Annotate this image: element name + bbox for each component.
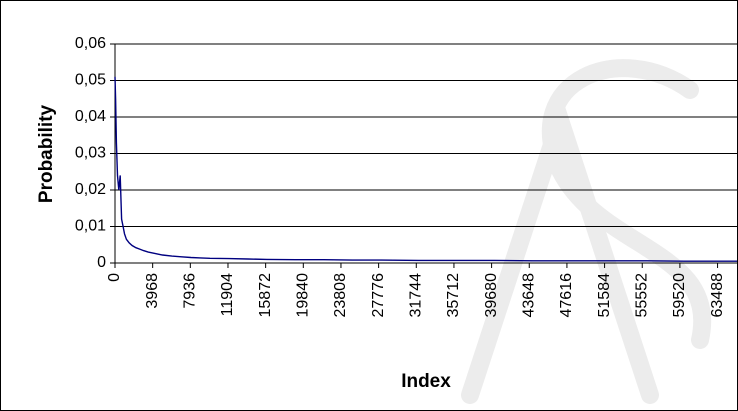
x-tick-label: 15872 xyxy=(257,273,274,318)
x-tick-label: 59520 xyxy=(671,273,688,318)
y-tick-label: 0 xyxy=(97,254,106,271)
x-axis-label: Index xyxy=(401,371,451,392)
y-tick-label: 0,06 xyxy=(75,35,106,52)
x-tick-label: 35712 xyxy=(445,273,462,318)
x-tick-label: 11904 xyxy=(219,273,236,316)
x-tick-label: 27776 xyxy=(370,273,387,318)
y-tick-label: 0,01 xyxy=(75,218,106,235)
y-tick-label: 0,05 xyxy=(75,72,106,89)
y-tick-labels: 0 0,01 0,02 0,03 0,04 0,05 0,06 xyxy=(75,35,106,271)
y-tick-label: 0,03 xyxy=(75,145,106,162)
series-line xyxy=(114,76,737,262)
x-tick-label: 51584 xyxy=(596,273,613,318)
plot-grid xyxy=(115,43,737,264)
x-tick-label: 0 xyxy=(106,273,123,282)
x-tick-label: 43648 xyxy=(520,273,537,318)
x-tick-label: 55552 xyxy=(633,273,650,318)
x-tick-label: 23808 xyxy=(332,273,349,318)
x-tick-label: 19840 xyxy=(295,273,312,318)
x-tick-label: 31744 xyxy=(408,273,425,318)
x-tick-label: 3968 xyxy=(144,273,161,309)
x-tick-label: 39680 xyxy=(483,273,500,318)
x-tick-label: 63488 xyxy=(709,273,726,318)
x-tick-label: 47616 xyxy=(558,273,575,318)
x-tick-labels: 0 3968 7936 11904 15872 19840 23808 27776 31744 3… xyxy=(106,273,726,318)
y-axis-label: Probability xyxy=(36,104,57,203)
watermark xyxy=(461,59,712,404)
x-tick-label: 7936 xyxy=(182,273,199,309)
plot-series xyxy=(114,76,737,262)
y-tick-label: 0,02 xyxy=(75,181,106,198)
y-tick-label: 0,04 xyxy=(75,108,106,125)
